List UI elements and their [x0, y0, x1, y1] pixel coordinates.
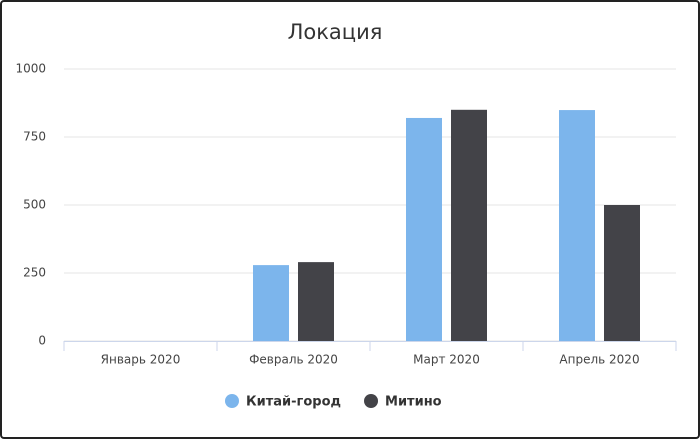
chart-title: Локация: [288, 20, 383, 44]
bar: [298, 262, 334, 341]
bar: [253, 265, 289, 341]
legend-marker: [225, 394, 239, 408]
x-tick-label: Март 2020: [413, 353, 480, 367]
y-tick-label: 500: [23, 198, 46, 212]
legend-marker: [364, 394, 379, 408]
bar: [559, 110, 595, 342]
y-tick-label: 0: [38, 334, 46, 348]
y-tick-label: 250: [23, 266, 46, 280]
bar: [451, 109, 487, 341]
legend-label[interactable]: Китай-город: [246, 395, 341, 410]
y-tick-label: 750: [23, 130, 46, 144]
bar: [604, 205, 640, 341]
x-tick-label: Январь 2020: [101, 353, 181, 367]
x-tick-label: Апрель 2020: [559, 353, 639, 367]
y-tick-label: 1000: [15, 62, 46, 76]
x-tick-label: Февраль 2020: [249, 353, 338, 367]
bar: [406, 117, 442, 342]
legend-label[interactable]: Митино: [385, 395, 442, 410]
